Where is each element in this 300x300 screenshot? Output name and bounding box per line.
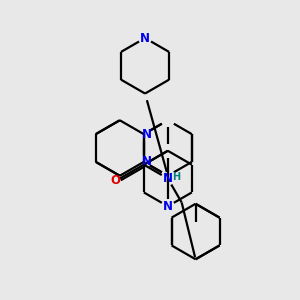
Text: O: O [111,174,121,187]
Text: N: N [163,200,173,213]
Text: N: N [140,32,150,44]
Text: N: N [142,128,152,141]
Text: N: N [142,155,152,168]
Text: H: H [172,172,180,182]
Text: N: N [163,172,173,185]
